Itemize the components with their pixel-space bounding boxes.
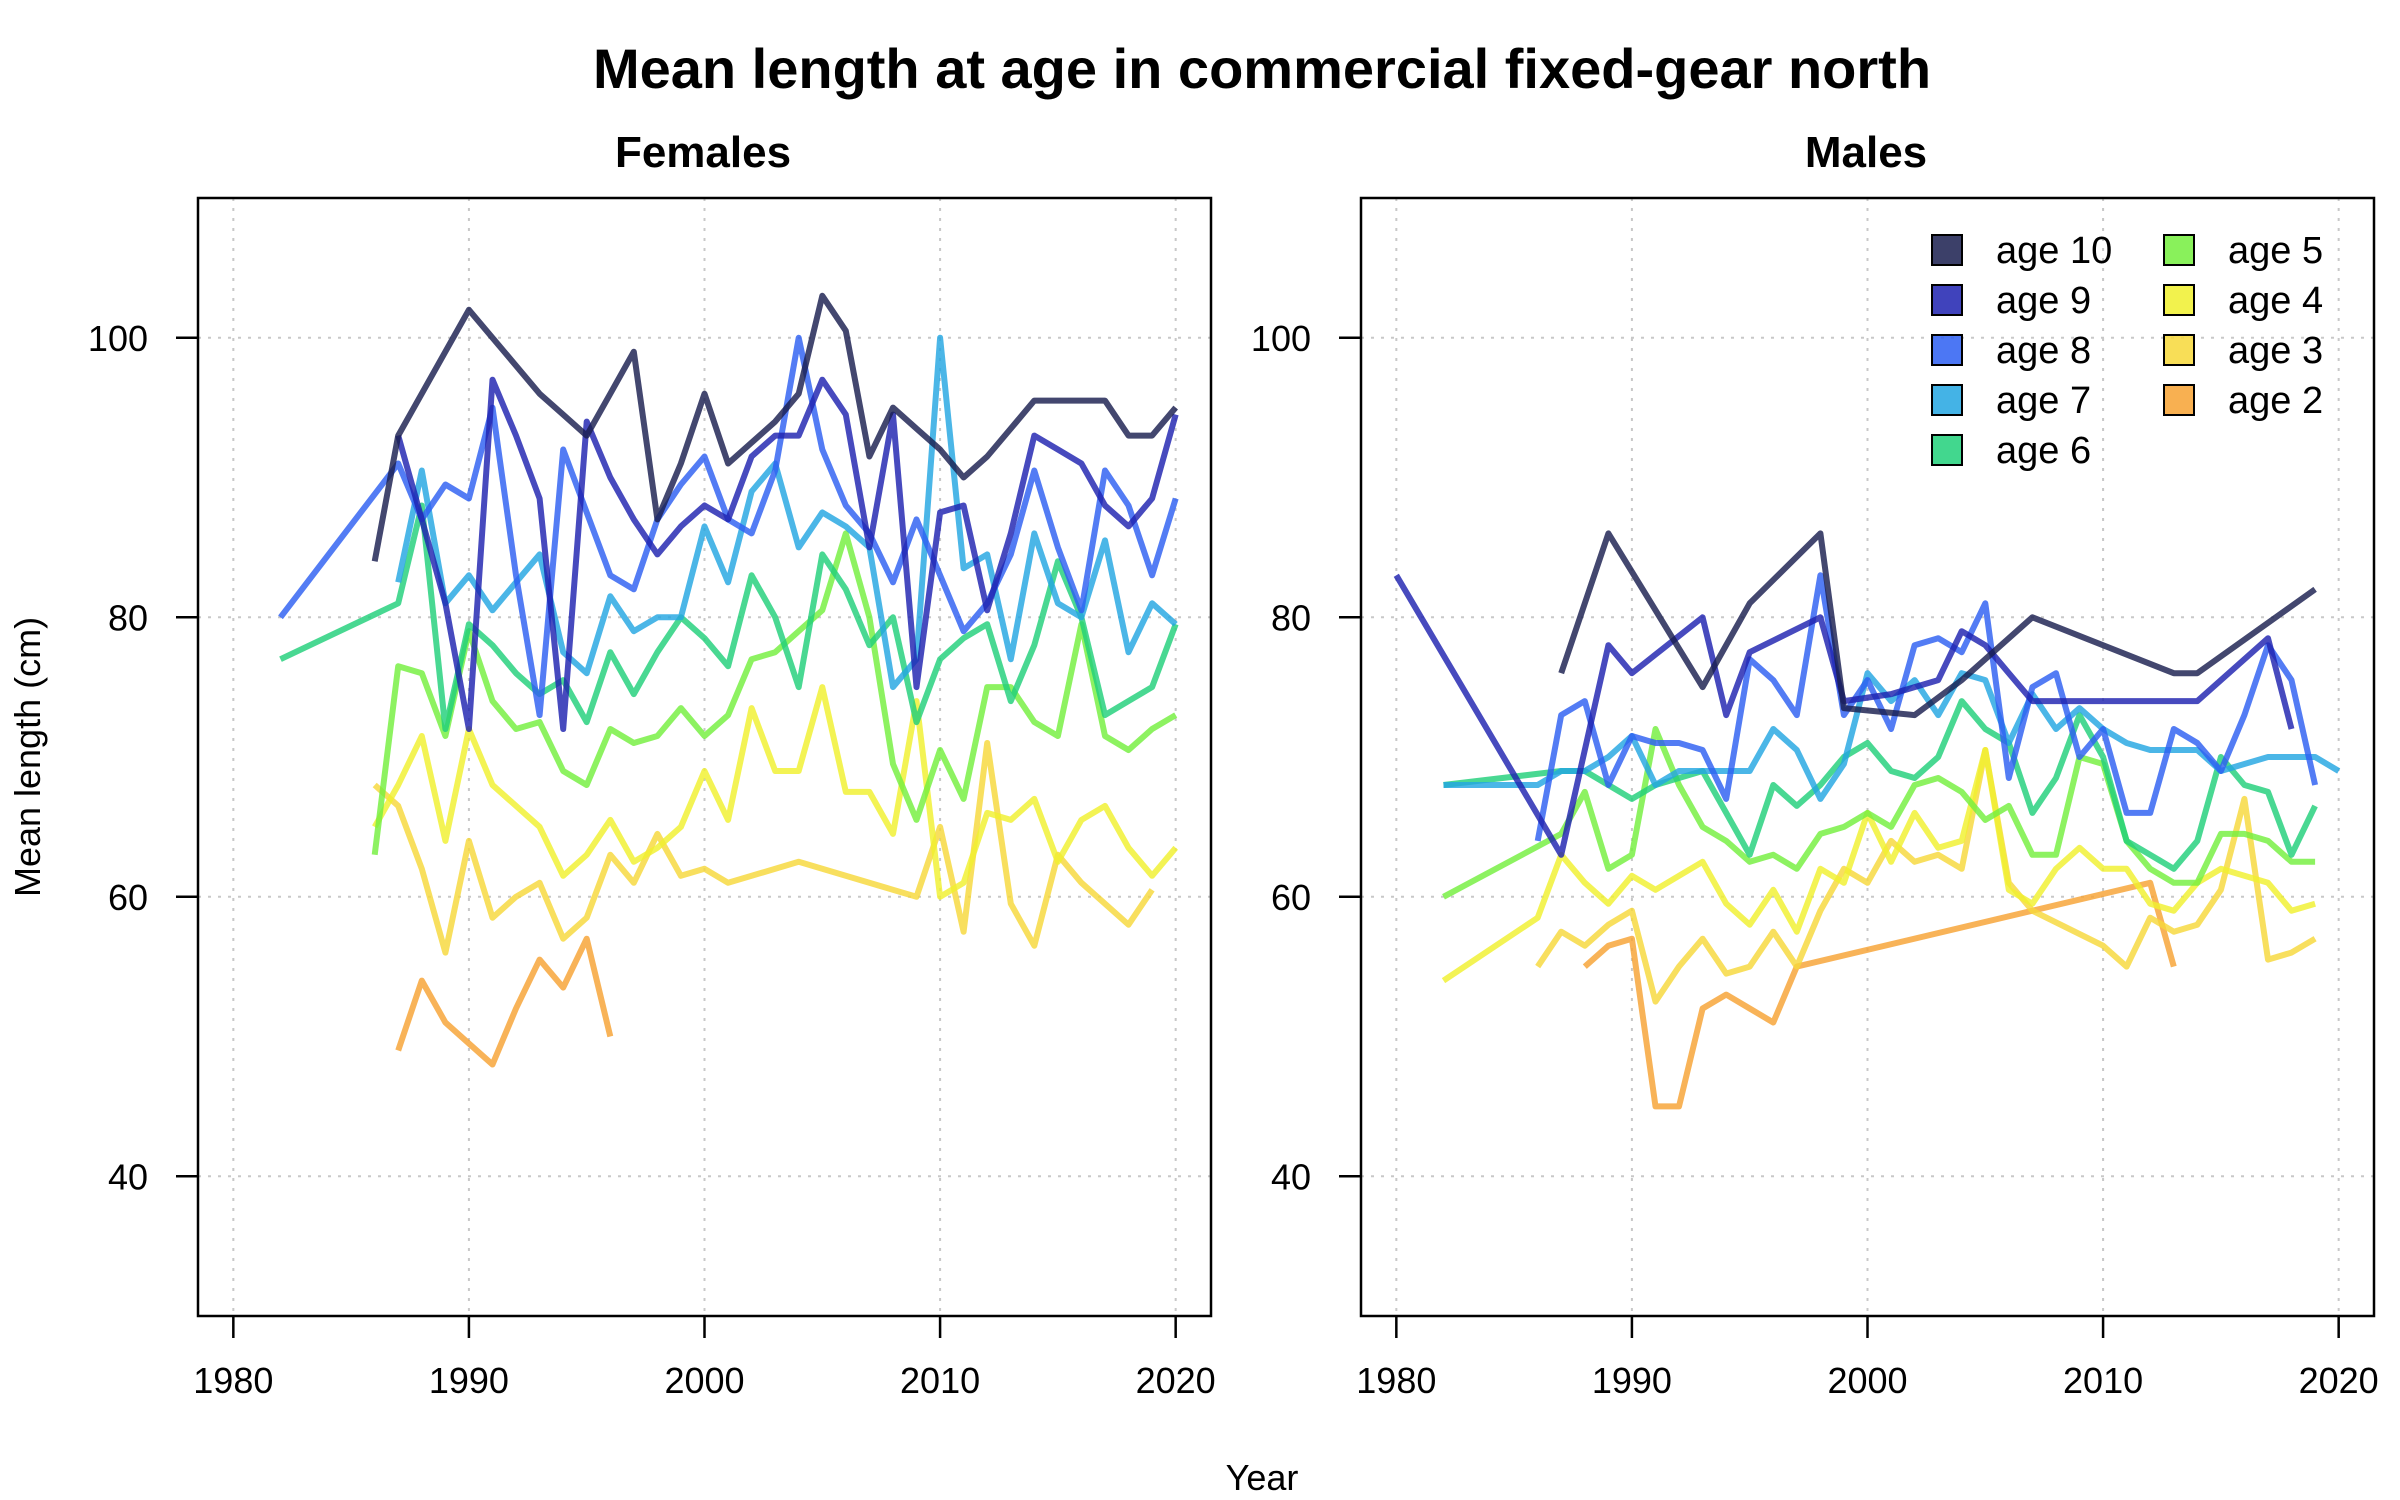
males-series-age-8: [1534, 572, 2319, 842]
legend-label-age-3: age 3: [2228, 330, 2323, 372]
females-x-tick-label-2010: 2010: [900, 1360, 980, 1401]
females-series-age-9: [395, 376, 1179, 732]
males-series-age-4: [1441, 747, 2316, 984]
legend-label-age-2: age 2: [2228, 380, 2323, 422]
legend: age 10 age 9 age 8 age 7 age 6 age 5 age 4 age …: [1931, 230, 2323, 472]
y-axis-label: Mean length (cm): [7, 617, 48, 897]
males-x-tick-label-2010: 2010: [2063, 1360, 2143, 1401]
males-y-tick-label-100: 100: [1251, 318, 1311, 359]
males-x-tick-label-1990: 1990: [1592, 1360, 1672, 1401]
legend-label-age-9: age 9: [1996, 280, 2091, 322]
legend-swatch-age-10: [1931, 234, 1963, 266]
females-y-tick-label-100: 100: [88, 318, 148, 359]
males-x-tick-label-2020: 2020: [2299, 1360, 2379, 1401]
males-panel-title: Males: [1805, 128, 1927, 177]
males-series-age-2: [1582, 879, 2177, 1110]
females-series-age-4: [372, 684, 1178, 900]
females-y-tick-label-80: 80: [108, 597, 148, 638]
females-y-tick-label-60: 60: [108, 877, 148, 918]
males-y-tick-label-60: 60: [1271, 877, 1311, 918]
males-panel: Males 1980 1990 2000 2010 2020 40 60 80 100: [1251, 128, 2379, 1401]
males-series-age-7: [1443, 670, 2341, 802]
females-series-age-7: [395, 334, 1178, 691]
males-series-age-5: [1442, 726, 2316, 900]
females-x-tick-label-2000: 2000: [664, 1360, 744, 1401]
males-x-tick-label-2000: 2000: [1827, 1360, 1907, 1401]
males-series-age-3: [1535, 747, 2317, 1005]
females-panel-title: Females: [615, 128, 791, 177]
females-series-age-2: [395, 935, 614, 1068]
males-y-tick-label-40: 40: [1271, 1156, 1311, 1197]
females-y-tick-label-40: 40: [108, 1156, 148, 1197]
legend-swatch-age-6: [1931, 434, 1963, 466]
males-series-age-9: [1393, 573, 2295, 858]
females-series-age-8: [278, 334, 1179, 719]
legend-label-age-8: age 8: [1996, 330, 2091, 372]
legend-swatch-age-5: [2163, 234, 2195, 266]
females-series-age-10: [371, 292, 1178, 562]
legend-swatch-age-8: [1931, 334, 1963, 366]
legend-label-age-5: age 5: [2228, 230, 2323, 272]
females-x-tick-label-1980: 1980: [193, 1360, 273, 1401]
legend-swatch-age-2: [2163, 384, 2195, 416]
legend-swatch-age-4: [2163, 284, 2195, 316]
legend-swatch-age-3: [2163, 334, 2195, 366]
males-y-tick-label-80: 80: [1271, 597, 1311, 638]
legend-label-age-4: age 4: [2228, 280, 2323, 322]
legend-swatch-age-7: [1931, 384, 1963, 416]
legend-swatch-age-9: [1931, 284, 1963, 316]
legend-label-age-7: age 7: [1996, 380, 2091, 422]
females-x-tick-label-1990: 1990: [429, 1360, 509, 1401]
legend-label-age-6: age 6: [1996, 430, 2091, 472]
males-series-age-10: [1558, 530, 2317, 719]
females-panel: Females 1980 1990 2000 2010 2020 40 60 80 100: [88, 128, 1216, 1401]
females-series-age-3: [372, 740, 1155, 956]
figure-title: Mean length at age in commercial fixed-g…: [593, 37, 1931, 100]
males-series-age-6: [1443, 698, 2318, 872]
males-x-tick-label-1980: 1980: [1356, 1360, 1436, 1401]
x-axis-label: Year: [1226, 1457, 1299, 1498]
females-series-age-6: [279, 502, 1179, 732]
females-series-age-5: [371, 530, 1178, 856]
legend-label-age-10: age 10: [1996, 230, 2112, 272]
females-x-tick-label-2020: 2020: [1136, 1360, 1216, 1401]
